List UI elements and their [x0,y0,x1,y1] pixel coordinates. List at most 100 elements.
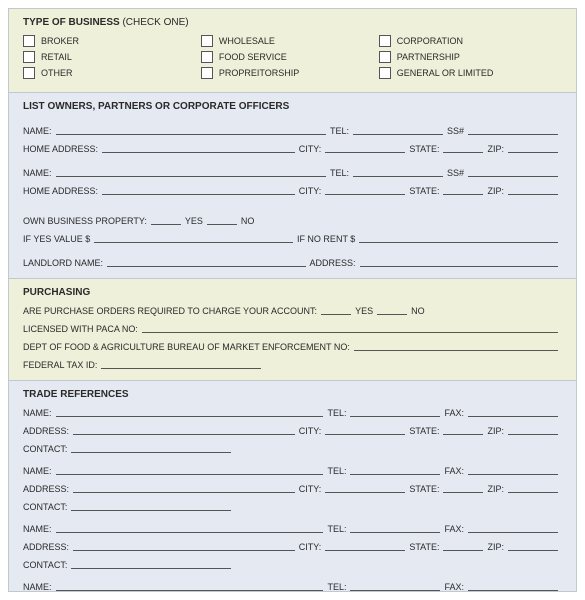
po-yes-input[interactable] [321,305,351,315]
tr-name-line: NAME: TEL: FAX: [23,578,562,592]
address-input[interactable] [73,425,295,435]
zip-input[interactable] [508,143,558,153]
ss-input[interactable] [468,125,558,135]
checkbox-retail[interactable]: RETAIL [23,50,201,64]
tr-contact-line: CONTACT: [23,440,562,454]
value-input[interactable] [94,233,293,243]
checkbox-box[interactable] [379,35,391,47]
checkbox-box[interactable] [379,67,391,79]
checkbox-grid: BROKER RETAIL OTHER WHOLESALE FOOD SERVI… [23,34,562,82]
checkbox-box[interactable] [379,51,391,63]
landlord-line: LANDLORD NAME: ADDRESS: [23,254,562,268]
city-label: CITY: [299,542,322,552]
checkbox-box[interactable] [23,35,35,47]
landlord-address-input[interactable] [360,257,558,267]
checkbox-food-service[interactable]: FOOD SERVICE [201,50,379,64]
landlord-input[interactable] [107,257,305,267]
zip-input[interactable] [508,541,558,551]
name-input[interactable] [56,581,324,591]
home-input[interactable] [102,185,295,195]
name-input[interactable] [56,407,324,417]
po-question: ARE PURCHASE ORDERS REQUIRED TO CHARGE Y… [23,306,317,316]
dept-input[interactable] [354,341,558,351]
tel-label: TEL: [330,168,349,178]
rent-input[interactable] [359,233,558,243]
checkbox-wholesale[interactable]: WHOLESALE [201,34,379,48]
checkbox-general-limited[interactable]: GENERAL OR LIMITED [379,66,557,80]
tr-address-line: ADDRESS: CITY: STATE: ZIP: [23,538,562,552]
contact-label: CONTACT: [23,502,67,512]
name-input[interactable] [56,523,324,533]
tel-label: TEL: [327,408,346,418]
form-container: TYPE OF BUSINESS (CHECK ONE) BROKER RETA… [8,8,577,592]
city-input[interactable] [325,425,405,435]
name-input[interactable] [56,167,326,177]
zip-input[interactable] [508,425,558,435]
address-input[interactable] [73,541,295,551]
city-input[interactable] [325,185,405,195]
city-label: CITY: [299,186,322,196]
name-label: NAME: [23,466,52,476]
tel-input[interactable] [350,407,440,417]
title-text: TYPE OF BUSINESS [23,17,120,28]
yes-label: YES [355,306,373,316]
checkbox-partnership[interactable]: PARTNERSHIP [379,50,557,64]
own-property-label: OWN BUSINESS PROPERTY: [23,216,147,226]
checkbox-proprietorship[interactable]: PROPREITORSHIP [201,66,379,80]
checkbox-other[interactable]: OTHER [23,66,201,80]
title-sub: (CHECK ONE) [122,17,188,28]
tel-input[interactable] [350,581,440,591]
checkbox-box[interactable] [23,67,35,79]
tel-input[interactable] [353,125,443,135]
yes-input[interactable] [151,215,181,225]
state-input[interactable] [443,425,483,435]
checkbox-label: CORPORATION [397,36,463,46]
state-input[interactable] [443,541,483,551]
tel-input[interactable] [350,465,440,475]
name-input[interactable] [56,465,324,475]
city-input[interactable] [325,143,405,153]
fed-input[interactable] [101,359,261,369]
fax-input[interactable] [468,407,558,417]
contact-input[interactable] [71,559,231,569]
tel-input[interactable] [353,167,443,177]
po-no-input[interactable] [377,305,407,315]
fax-input[interactable] [468,465,558,475]
fax-label: FAX: [444,466,464,476]
owner1-name-line: NAME: TEL: SS# [23,122,562,136]
checkbox-corporation[interactable]: CORPORATION [379,34,557,48]
zip-label: ZIP: [487,484,504,494]
address-input[interactable] [73,483,295,493]
checkbox-broker[interactable]: BROKER [23,34,201,48]
state-input[interactable] [443,143,483,153]
state-input[interactable] [443,483,483,493]
section-type-of-business: TYPE OF BUSINESS (CHECK ONE) BROKER RETA… [9,9,576,93]
ss-input[interactable] [468,167,558,177]
zip-input[interactable] [508,185,558,195]
name-input[interactable] [56,125,326,135]
contact-input[interactable] [71,443,231,453]
name-label: NAME: [23,408,52,418]
owner1-address-line: HOME ADDRESS: CITY: STATE: ZIP: [23,140,562,154]
checkbox-box[interactable] [201,67,213,79]
contact-input[interactable] [71,501,231,511]
fax-input[interactable] [468,581,558,591]
fax-input[interactable] [468,523,558,533]
checkbox-label: WHOLESALE [219,36,275,46]
tr-address-line: ADDRESS: CITY: STATE: ZIP: [23,422,562,436]
no-input[interactable] [207,215,237,225]
no-label: NO [241,216,255,226]
city-input[interactable] [325,483,405,493]
city-input[interactable] [325,541,405,551]
paca-input[interactable] [142,323,558,333]
checkbox-box[interactable] [201,51,213,63]
home-input[interactable] [102,143,295,153]
checkbox-box[interactable] [201,35,213,47]
state-label: STATE: [409,542,439,552]
state-input[interactable] [443,185,483,195]
section-owners: LIST OWNERS, PARTNERS OR CORPORATE OFFIC… [9,93,576,279]
type-of-business-title: TYPE OF BUSINESS (CHECK ONE) [23,17,562,28]
zip-input[interactable] [508,483,558,493]
tel-input[interactable] [350,523,440,533]
checkbox-box[interactable] [23,51,35,63]
